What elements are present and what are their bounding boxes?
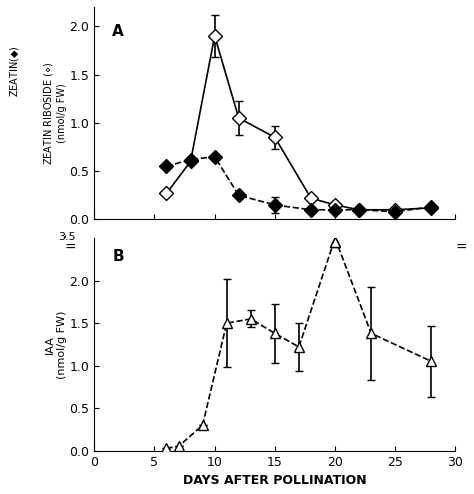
Text: B: B (112, 249, 124, 264)
Text: A: A (112, 24, 124, 39)
Text: ZEATIN($◆$): ZEATIN($◆$) (9, 45, 21, 97)
Y-axis label: ZEATIN RIBOSIDE ($\diamond$)
(nmol/g FW): ZEATIN RIBOSIDE ($\diamond$) (nmol/g FW) (42, 61, 67, 165)
X-axis label: DAYS AFTER POLLINATION: DAYS AFTER POLLINATION (183, 474, 367, 487)
Text: =: = (456, 242, 467, 255)
Text: 3.5: 3.5 (59, 232, 76, 243)
Text: =: = (64, 242, 76, 255)
Y-axis label: IAA
(nmol/g FW): IAA (nmol/g FW) (45, 310, 67, 378)
